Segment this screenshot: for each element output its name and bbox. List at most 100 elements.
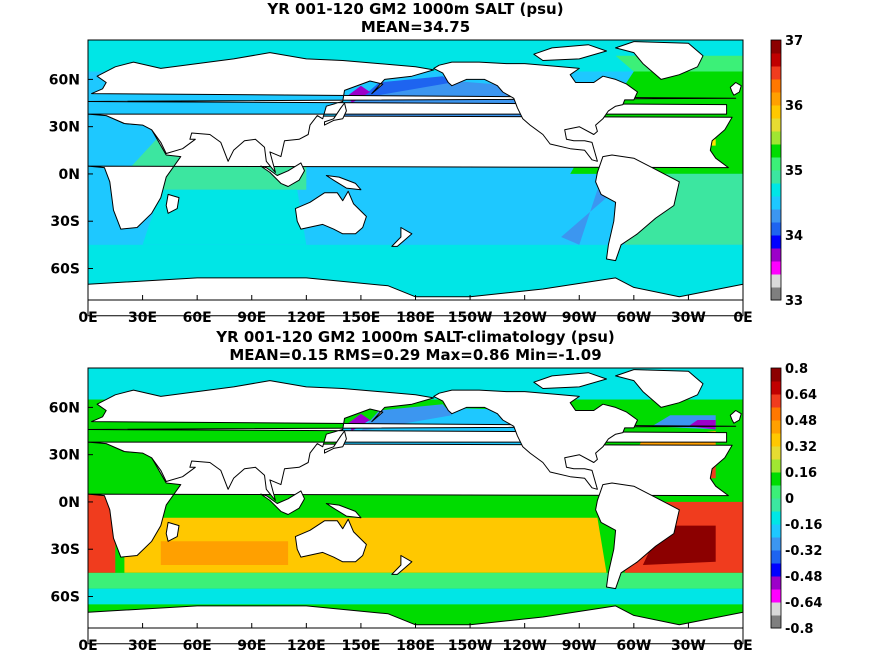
map2-colorbar-label: 0.8 [785, 362, 808, 377]
map2-xtick-label: 0E [78, 638, 97, 654]
map2-colorbar-label: 0 [785, 492, 794, 507]
map1-xtick-label: 90W [562, 310, 597, 326]
map1-colorbar-swatch [771, 183, 781, 197]
map2-colorbar-label: 0.32 [785, 440, 817, 455]
map2-colorbar-swatch [771, 563, 781, 577]
map2-xtick-label: 30E [128, 638, 157, 654]
map1-ytick-label: 60N [49, 72, 80, 88]
map1-colorbar-swatch [771, 274, 781, 288]
map2-colorbar-frame [770, 367, 782, 629]
land-australia [294, 190, 367, 235]
map1-xtick-label: 0E [78, 310, 97, 326]
map1-colorbar-label: 36 [785, 99, 803, 114]
map2-xtick-label: 120E [287, 638, 326, 654]
map2-colorbar-swatch [771, 472, 781, 486]
map2-ytick-label: 60S [50, 589, 80, 605]
map2-ytick-label: 0N [59, 495, 80, 511]
map1-colorbar-label: 35 [785, 164, 803, 179]
map2-colorbar-swatch [771, 602, 781, 616]
map1-subtitle: MEAN=34.75 [360, 18, 471, 36]
map1-xtick-label: 120W [502, 310, 547, 326]
map1-xtick-label: 30W [671, 310, 706, 326]
map2-ytick-label: 30S [50, 542, 80, 558]
map2-xtick-label: 60W [616, 638, 651, 654]
map2-colorbar-label: 0.64 [785, 388, 817, 403]
map2-colorbar-swatch [771, 550, 781, 564]
map1-colorbar-swatch [771, 248, 781, 262]
land-newzealand [391, 227, 413, 247]
map1-ytick-label: 30N [49, 120, 80, 136]
east-atlantic-red [88, 494, 116, 573]
land-madagascar [165, 193, 180, 214]
land-newguinea [325, 175, 362, 191]
south-indian-orange [160, 541, 289, 565]
map1-colorbar-swatch [771, 53, 781, 67]
map2-colorbar-swatch [771, 511, 781, 525]
map2-colorbar-swatch [771, 394, 781, 408]
map1-xtick-label: 30E [128, 310, 157, 326]
map2-xtick-label: 60E [183, 638, 212, 654]
map1-xtick-label: 120E [287, 310, 326, 326]
land-north-america [433, 61, 638, 162]
map1-xtick-label: 60W [616, 310, 651, 326]
labrador-purple [688, 420, 716, 430]
map2-xtick-label: 0E [733, 638, 752, 654]
map1-xtick-label: 150W [448, 310, 493, 326]
map2-colorbar-swatch [771, 589, 781, 603]
map1-xtick-label: 180E [396, 310, 435, 326]
map1-colorbar-swatch [771, 157, 781, 171]
map2-colorbar-swatch [771, 407, 781, 421]
map1-colorbar-swatch [771, 261, 781, 275]
land-uk [729, 410, 742, 424]
map1-colorbar-swatch [771, 92, 781, 106]
se-pacific [561, 189, 616, 245]
land-greenland [615, 41, 704, 80]
map2-xtick-label: 90E [237, 638, 266, 654]
land-arctic-islands [533, 372, 607, 389]
map1-colorbar-label: 33 [785, 294, 803, 309]
map1-colorbar-swatch [771, 196, 781, 210]
land-australia [294, 518, 367, 563]
map2-title: YR 001-120 GM2 1000m SALT-climatology (p… [216, 328, 615, 346]
map2-colorbar-label: -0.48 [785, 570, 822, 585]
land-japan [324, 430, 347, 454]
map1-xtick-label: 150E [342, 310, 381, 326]
map1-colorbar-swatch [771, 144, 781, 158]
map2-colorbar-swatch [771, 381, 781, 395]
map2-colorbar-swatch [771, 524, 781, 538]
map1-colorbar-swatch [771, 66, 781, 80]
map1-colorbar-frame [770, 39, 782, 301]
salinity-anomaly-map-panel: 0E 30E 60E 90E 120E 150E 180E 150W 120W 90W 60W 30W… [49, 362, 823, 654]
map2-colorbar-label: -0.32 [785, 544, 822, 559]
map2-colorbar-swatch [771, 420, 781, 434]
map1-colorbar-label: 34 [785, 229, 803, 244]
map1-title: YR 001-120 GM2 1000m SALT (psu) [267, 0, 564, 18]
map2-colorbar-label: -0.64 [785, 596, 822, 611]
map2-colorbar-swatch [771, 368, 781, 382]
map1-ytick-label: 60S [50, 261, 80, 277]
acc-band [88, 572, 743, 589]
map1-colorbar-swatch [771, 170, 781, 184]
land-newzealand [391, 555, 413, 575]
map1-xtick-label: 90E [237, 310, 266, 326]
map2-colorbar-swatch [771, 537, 781, 551]
acc-south [88, 588, 743, 605]
map1-colorbar-label: 37 [785, 34, 803, 49]
map1-ytick-label: 0N [59, 167, 80, 183]
eq-pacific [342, 166, 543, 222]
map2-xtick-label: 180E [396, 638, 435, 654]
salinity-map-panel: 0E 30E 60E 90E 120E 150E 180E 150W 120W 90W 60W 30W… [49, 34, 803, 326]
map2-colorbar-label: -0.8 [785, 622, 813, 637]
map2-subtitle: MEAN=0.15 RMS=0.29 Max=0.86 Min=-1.09 [229, 346, 602, 364]
map2-ytick-label: 60N [49, 400, 80, 416]
map1-xtick-label: 0E [733, 310, 752, 326]
land-greenland [615, 369, 704, 408]
map1-colorbar-swatch [771, 40, 781, 54]
map2-xtick-label: 30W [671, 638, 706, 654]
map1-colorbar-swatch [771, 209, 781, 223]
map1-colorbar-swatch [771, 105, 781, 119]
map1-ytick-label: 30S [50, 214, 80, 230]
map2-colorbar-swatch [771, 446, 781, 460]
map1-colorbar-swatch [771, 235, 781, 249]
map2-colorbar-swatch [771, 576, 781, 590]
